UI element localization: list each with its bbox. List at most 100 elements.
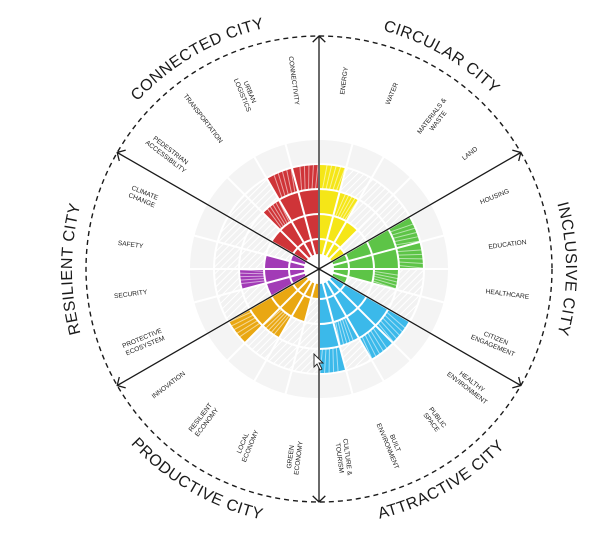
texture-stroke [290,167,296,193]
texture-stroke [328,165,337,190]
axis-arrowhead [116,149,126,162]
outer-dashed-ring [85,35,553,503]
texture-stroke [341,197,356,220]
theme-score-segment [332,269,349,277]
empty-segment [304,297,319,324]
texture-stroke [238,322,261,338]
dimension-axis [116,268,320,387]
texture-stroke [265,310,284,329]
dimension-axis [318,268,522,387]
texture-stroke [335,347,339,373]
theme-score-segment [311,239,319,256]
texture-stroke [341,318,351,343]
theme-score-segment [319,239,327,256]
theme-score-segment [279,191,305,222]
theme-label: HEALTHCARE [485,288,530,301]
empty-segment [371,343,411,382]
theme-score-segment [331,272,348,284]
texture-stroke [339,319,348,345]
texture-stroke [266,207,283,229]
empty-segment [214,269,242,297]
segment-separator [332,234,445,267]
theme-label-line: SECURITY [114,289,149,300]
dimension-label: INCLUSIVE CITY [553,200,579,337]
axis-arrowhead [312,35,326,43]
segment-separator [328,176,412,260]
texture-stroke [272,203,286,226]
texture-stroke [367,332,381,355]
empty-segment [396,269,424,297]
theme-label-line: ECONOMY [293,440,304,475]
texture-stroke [337,320,345,346]
texture-stroke [389,223,414,233]
cursor-icon [313,352,325,371]
empty-segment [420,235,450,269]
texture-stroke [325,164,333,190]
texture-stroke [392,231,418,239]
theme-score-segment [347,269,374,284]
empty-segment [241,229,272,255]
texture-stroke [323,348,327,374]
dimension-axis [116,151,320,270]
theme-score-segment [288,269,306,277]
empty-segment [249,212,281,242]
texture-stroke [299,165,303,191]
theme-label: ENERGY [339,66,350,95]
theme-score-segment [340,284,367,308]
theme-label-line: CULTURE & [341,438,353,476]
texture-stroke [303,165,306,191]
theme-label: WATER [385,82,400,106]
theme-score-segment [332,261,349,269]
theme-label: MATERIALS &WASTE [416,97,448,136]
texture-stroke [361,336,373,360]
texture-stroke [311,164,315,190]
segment-separator [193,234,306,267]
segment-separator [193,271,306,304]
segment-separator [325,155,385,258]
theme-label-line: HEALTHCARE [485,288,530,301]
theme-score-segment [264,269,291,284]
texture-stroke [332,347,335,373]
texture-stroke [235,319,258,335]
segment-separator [332,271,445,304]
texture-stroke [373,270,399,276]
theme-score-segment [297,243,312,260]
texture-stroke [337,194,350,218]
segment-separator [253,280,313,383]
theme-score-segment [319,282,327,299]
theme-label-line: LAND [461,146,479,162]
axis-arrowhead [512,149,522,162]
theme-score-segment [334,221,358,248]
texture-stroke [397,249,423,253]
theme-score-segment [322,240,334,257]
empty-segment [393,321,432,361]
theme-score-segment [249,296,281,326]
empty-segment [279,316,305,347]
texture-stroke [321,164,328,190]
texture-stroke [339,195,353,219]
theme-score-segment [293,276,310,291]
texture-stroke [394,236,419,243]
texture-stroke [379,320,398,340]
theme-label: CONNECTIVITY [287,56,300,106]
texture-stroke [273,174,283,199]
texture-stroke [398,265,425,269]
theme-score-segment [311,282,319,299]
theme-score-segment [280,290,304,317]
segment-separator [328,278,412,362]
texture-stroke [377,322,395,343]
theme-score-segment [319,213,334,241]
theme-label-line: EDUCATION [488,239,527,251]
theme-score-segment [290,272,307,284]
texture-stroke [273,315,290,336]
theme-label-line: WATER [385,82,400,106]
segment-separator [321,282,354,395]
theme-score-segment [293,247,310,262]
empty-segment [189,269,218,303]
texture-stroke [267,312,286,332]
